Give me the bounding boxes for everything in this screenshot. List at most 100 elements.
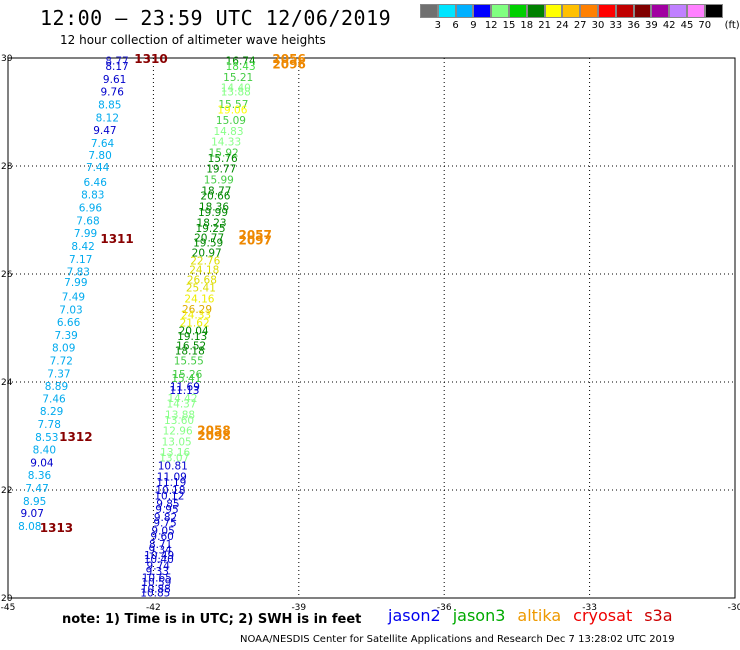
- colorbar-swatch: [526, 4, 545, 18]
- map-title: 12:00 – 23:59 UTC 12/06/2019: [40, 6, 392, 30]
- colorbar-tick-label: 45: [680, 20, 694, 31]
- colorbar-tick-label: 39: [645, 20, 658, 31]
- pass-number-label: 2058: [197, 424, 230, 438]
- swh-value-label: 7.17: [69, 254, 92, 266]
- swh-value-label: 8.40: [33, 445, 56, 457]
- colorbar-swatch: [420, 4, 438, 18]
- swh-value-label: 18.18: [175, 346, 205, 358]
- swh-value-label: 8.89: [45, 381, 68, 393]
- colorbar-tick-label: 18: [520, 20, 534, 31]
- colorbar-swatch: [455, 4, 474, 18]
- lon-tick-label: -45: [1, 603, 16, 613]
- lon-tick-label: -42: [146, 603, 161, 613]
- swh-value-label: 9.61: [103, 74, 126, 86]
- swh-value-label: 10.12: [154, 490, 184, 502]
- swh-value-label: 22.76: [190, 256, 220, 268]
- swh-value-label: 9.85: [156, 499, 179, 511]
- legend-s3a: s3a: [644, 606, 673, 625]
- swh-value-label: 7.83: [67, 266, 90, 278]
- legend-jason2: jason2: [388, 606, 441, 625]
- swh-value-label: 9.75: [153, 517, 176, 529]
- colorbar-swatch: [580, 4, 598, 18]
- swh-value-label: 8.53: [35, 432, 58, 444]
- swh-value-label: 7.78: [38, 419, 61, 431]
- colorbar-tick-label: 42: [662, 20, 676, 31]
- colorbar-swatches: [420, 4, 723, 18]
- colorbar-unit: (ft): [724, 20, 740, 31]
- swh-value-label: 13.88: [221, 86, 251, 98]
- colorbar-swatch: [704, 4, 723, 18]
- swh-value-label: 9.82: [154, 512, 177, 524]
- lat-tick-label: 22: [1, 486, 12, 496]
- swh-value-label: 10.81: [158, 461, 188, 473]
- swh-value-label: 7.68: [76, 216, 99, 228]
- swh-value-label: 15.99: [204, 175, 234, 187]
- pass-number-label: 1312: [59, 430, 92, 444]
- swh-value-label: 8.95: [23, 496, 46, 508]
- swh-value-label: 15.26: [172, 369, 202, 381]
- swh-value-label: 16.52: [176, 340, 206, 352]
- swh-value-label: 8.29: [40, 406, 63, 418]
- swh-value-label: 11.69: [170, 381, 200, 393]
- lat-tick-label: 20: [1, 594, 13, 604]
- legend-jason3: jason3: [452, 606, 506, 625]
- swh-value-label: 14.42: [167, 393, 197, 405]
- colorbar-swatch: [686, 4, 705, 18]
- colorbar-swatch: [544, 4, 563, 18]
- swh-value-label: 11.19: [156, 477, 186, 489]
- swh-value-label: 7.44: [86, 162, 110, 174]
- swh-value-label: 10.85: [140, 588, 170, 600]
- swh-value-label: 15.55: [174, 355, 204, 367]
- swh-value-label: 8.08: [18, 521, 41, 533]
- swh-value-label: 25.41: [186, 283, 216, 295]
- colorbar-swatch: [633, 4, 652, 18]
- swh-value-label: 20.97: [192, 247, 222, 259]
- credit-line: NOAA/NESDIS Center for Satellite Applica…: [240, 634, 675, 645]
- swh-value-label: 14.37: [166, 399, 196, 411]
- colorbar-swatch: [597, 4, 616, 18]
- legend-altika: altika: [517, 606, 562, 625]
- swh-value-label: 9.07: [21, 508, 44, 520]
- pass-number-label: 2056: [272, 52, 305, 66]
- swh-value-label: 14.83: [213, 126, 243, 138]
- swh-value-label: 18.77: [201, 185, 231, 197]
- colorbar-tick-label: 36: [627, 20, 640, 31]
- swh-value-label: 10.40: [144, 554, 174, 566]
- swh-value-label: 18.43: [226, 61, 256, 73]
- colorbar-tick-label: 21: [538, 20, 551, 31]
- swh-value-label: 7.37: [47, 368, 70, 380]
- colorbar-swatch: [562, 4, 581, 18]
- swh-value-label: 13.07: [159, 453, 189, 465]
- swh-value-label: 7.99: [64, 277, 87, 289]
- lon-tick-label: -36: [437, 603, 452, 613]
- pass-number-label: 2057: [238, 228, 271, 242]
- colorbar-swatch: [473, 4, 492, 18]
- legend-cryosat: cryosat: [573, 606, 633, 625]
- colorbar-swatch: [508, 4, 527, 18]
- swh-value-label: 20.77: [194, 232, 224, 244]
- swh-value-label: 9.74: [147, 561, 171, 573]
- colorbar-tick-label: 70: [698, 20, 712, 31]
- swh-value-label: 8.09: [52, 342, 75, 354]
- colorbar-tick-label: 15: [502, 20, 516, 31]
- lat-tick-label: 24: [1, 378, 13, 388]
- colorbar-swatch: [615, 4, 634, 18]
- pass-number-label: 1313: [40, 521, 73, 535]
- colorbar-tick-label: 6: [452, 20, 459, 31]
- swh-value-label: 11.09: [157, 472, 187, 484]
- swh-value-label: 7.46: [42, 394, 66, 406]
- swh-value-label: 24.18: [189, 265, 219, 277]
- swh-value-label: 19.06: [217, 104, 247, 116]
- colorbar-swatch: [437, 4, 456, 18]
- swh-value-label: 15.76: [208, 153, 238, 165]
- swh-value-label: 20.66: [200, 191, 230, 203]
- swh-value-label: 7.39: [54, 330, 77, 342]
- swh-value-label: 20.04: [179, 326, 209, 338]
- swh-value-label: 8.42: [71, 241, 94, 253]
- swh-value-label: 10.49: [144, 550, 174, 562]
- swh-value-label: 26.68: [187, 274, 217, 286]
- pass-number-label: 1310: [134, 52, 167, 66]
- swh-value-label: 7.64: [91, 138, 115, 150]
- footer-note: note: 1) Time is in UTC; 2) SWH is in fe…: [62, 612, 362, 627]
